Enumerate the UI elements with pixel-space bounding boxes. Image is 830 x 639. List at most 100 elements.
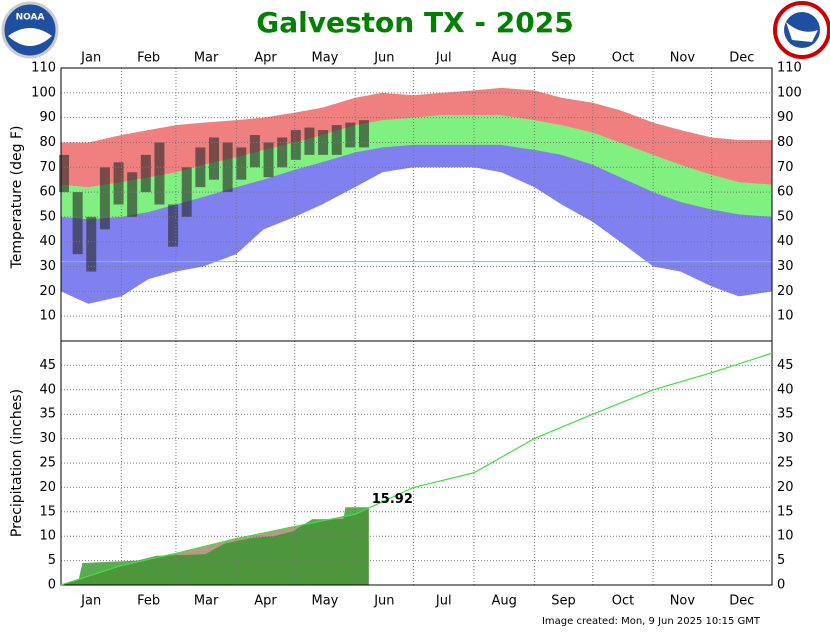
y-tick-label: 50 [39,209,56,224]
observed-bar [236,147,247,180]
y-tick-label: 10 [39,529,56,544]
y-tick-label: 10 [39,309,56,324]
observed-bar [99,167,110,230]
y-tick-label: 0 [777,578,785,593]
normal-to-date-area [61,507,369,585]
y-tick-label: 10 [777,309,794,324]
y-tick-label: 80 [777,135,794,150]
observed-bar [72,192,83,255]
noaa-logo: NOAA [1,1,59,59]
y-tick-label: 30 [39,431,56,446]
observed-bar [249,135,260,168]
observed-bar [222,142,233,193]
y-tick-label: 35 [39,407,56,422]
x-tick-label: Apr [254,51,277,66]
y-tick-label: 35 [777,407,794,422]
y-tick-label: 25 [777,456,794,471]
x-tick-label: Aug [491,594,516,609]
x-tick-label: Oct [612,594,634,609]
y-tick-label: 40 [39,382,56,397]
y-tick-label: 90 [777,110,794,125]
y-tick-label: 20 [39,284,56,299]
x-tick-label: Sep [551,594,576,609]
observed-bar [154,142,165,205]
observed-bar [127,172,138,217]
observed-bar [358,120,369,148]
observed-bar [277,137,288,168]
x-tick-label: Nov [670,51,696,66]
x-tick-label: Feb [137,51,160,66]
y-tick-label: 90 [39,110,56,125]
data-label: 15.92 [372,492,413,507]
observed-bar [59,154,69,193]
band-record-low [61,167,772,341]
y-tick-label: 30 [777,259,794,274]
y-tick-label: 100 [31,85,56,100]
y-tick-label: 25 [39,456,56,471]
observed-bar [181,167,192,217]
chart-title: Galveston TX - 2025 [256,6,573,39]
y-axis-label: Temperature (deg F) [9,126,25,270]
observed-bar [195,147,206,188]
y-tick-label: 40 [39,234,56,249]
x-tick-label: Dec [729,51,754,66]
y-tick-label: 100 [777,85,802,100]
y-tick-label: 5 [48,553,56,568]
observed-bar [168,204,179,247]
normal-line [60,352,773,586]
y-tick-label: 10 [777,529,794,544]
x-tick-label: Apr [254,594,277,609]
x-tick-label: Jun [373,594,394,609]
y-tick-label: 60 [777,185,794,200]
y-tick-label: 110 [31,61,56,76]
x-tick-label: Jan [80,51,101,66]
y-tick-label: 45 [39,358,56,373]
y-tick-label: 20 [777,284,794,299]
x-tick-label: May [312,594,339,609]
nws-logo [773,1,830,59]
y-tick-label: 70 [777,160,794,175]
y-tick-label: 45 [777,358,794,373]
y-axis-label: Precipitation (inches) [9,389,25,537]
y-tick-label: 60 [39,185,56,200]
observed-bar [263,142,274,178]
observed-bar [140,154,151,193]
x-tick-label: Nov [670,594,696,609]
x-tick-label: Jul [435,594,452,609]
x-tick-label: Mar [194,51,219,66]
observed-bar [318,130,329,155]
x-tick-label: Mar [194,594,219,609]
observed-bar [331,125,342,155]
observed-bar [304,127,315,155]
plot-frame [60,340,773,586]
y-tick-label: 30 [777,431,794,446]
x-tick-label: Jul [435,51,452,66]
y-tick-label: 40 [777,234,794,249]
x-tick-label: Oct [612,51,634,66]
y-tick-label: 50 [777,209,794,224]
footer: Image created: Mon, 9 Jun 2025 10:15 GMT [542,616,761,627]
y-tick-label: 20 [39,480,56,495]
x-tick-label: Jan [80,594,101,609]
y-tick-label: 15 [777,504,794,519]
y-tick-label: 20 [777,480,794,495]
y-tick-label: 70 [39,160,56,175]
y-tick-label: 80 [39,135,56,150]
y-tick-label: 5 [777,553,785,568]
x-tick-label: May [312,51,339,66]
logo-text: NOAA [16,13,45,23]
observed-bar [113,162,124,205]
observed-bar [208,137,219,180]
x-tick-label: Aug [491,51,516,66]
observed-bar [290,130,301,160]
x-tick-label: Dec [729,594,754,609]
x-tick-label: Sep [551,51,576,66]
y-tick-label: 0 [48,578,56,593]
observed-bar [86,216,97,272]
actual-area [61,507,369,585]
y-tick-label: 15 [39,504,56,519]
x-tick-label: Feb [137,594,160,609]
y-tick-label: 110 [777,61,802,76]
y-tick-label: 40 [777,382,794,397]
